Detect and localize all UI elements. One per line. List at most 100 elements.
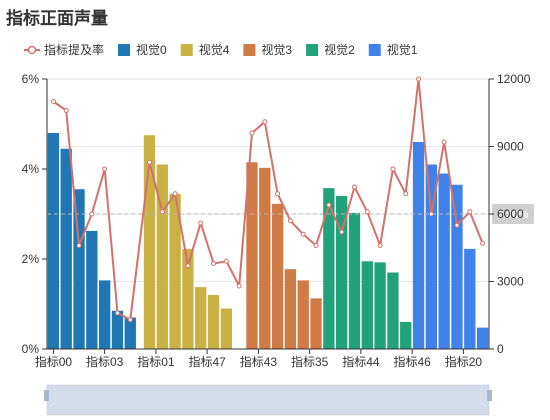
y-right-tick-label: 3000 (497, 275, 524, 289)
line-point (159, 209, 165, 215)
mark-line-label-bg (492, 204, 534, 224)
y-left-tick-label: 2% (22, 252, 40, 266)
line-point (454, 222, 460, 228)
bar (464, 248, 476, 349)
line-point (339, 229, 345, 235)
line-point (236, 283, 242, 289)
bar (412, 142, 425, 349)
legend-item[interactable]: 视觉4 (180, 42, 230, 57)
legend-label: 视觉3 (261, 42, 292, 57)
x-tick-label: 指标01 (137, 354, 175, 369)
bar (111, 310, 124, 349)
bar (98, 280, 111, 349)
line-point (428, 211, 434, 217)
bar (207, 295, 220, 349)
bar (47, 133, 60, 349)
line-point (127, 317, 133, 323)
chart-title: 指标正面声量 (6, 9, 108, 28)
legend-label: 视觉2 (324, 42, 355, 57)
line-point (146, 159, 152, 165)
x-tick-label: 指标00 (35, 354, 73, 369)
bar (374, 262, 386, 349)
y-right-tick-label: 12000 (497, 72, 531, 86)
x-tick-label: 指标20 (445, 354, 483, 369)
line-point (185, 263, 191, 269)
legend-swatch-icon (306, 44, 319, 56)
bar (476, 327, 489, 349)
line-point (172, 191, 178, 197)
y-right-tick-label: 9000 (497, 140, 524, 154)
line-point (102, 166, 108, 172)
line-point (416, 76, 422, 82)
line-point (89, 211, 95, 217)
legend-swatch-icon (368, 44, 381, 56)
x-tick-label: 指标46 (393, 354, 431, 369)
bar (246, 162, 258, 349)
datazoom-handle-left[interactable] (44, 390, 49, 401)
legend-item[interactable]: 视觉1 (368, 42, 418, 57)
bar (284, 269, 297, 349)
x-tick-label: 指标03 (86, 354, 124, 369)
bar (438, 173, 450, 349)
line-point (351, 184, 357, 190)
x-tick-label: 指标35 (291, 354, 329, 369)
line-point (467, 209, 473, 215)
bar (451, 184, 463, 349)
y-left-tick-label: 4% (22, 162, 40, 176)
legend-swatch-icon (180, 44, 193, 56)
legend-point-icon (27, 45, 37, 55)
legend-label: 视觉0 (136, 42, 167, 57)
bar (73, 189, 85, 349)
line-point (262, 119, 268, 125)
legend-swatch-icon (243, 44, 256, 56)
line-point (390, 166, 396, 172)
legend-item[interactable]: 视觉2 (306, 42, 355, 57)
bar (220, 308, 233, 349)
line-point (364, 209, 370, 215)
y-right-tick-label: 6000 (497, 207, 524, 221)
bar (195, 287, 207, 349)
line-point (114, 310, 120, 316)
line-point (480, 240, 486, 246)
bar (259, 167, 271, 349)
datazoom-window[interactable] (47, 385, 489, 415)
bar (86, 230, 98, 349)
bar (387, 272, 399, 349)
line-point (211, 261, 217, 266)
bar (310, 298, 322, 349)
line-point (377, 243, 383, 248)
bar (348, 212, 361, 349)
line-point (63, 108, 69, 113)
bar (271, 203, 284, 349)
bar (361, 261, 373, 349)
line-point (441, 139, 447, 145)
line-point (249, 130, 255, 136)
legend-item[interactable]: 视觉0 (118, 42, 167, 57)
line-point (223, 258, 229, 264)
bar (323, 188, 335, 349)
bar (169, 193, 181, 349)
x-tick-label: 指标44 (342, 354, 380, 369)
legend-label: 视觉4 (199, 42, 230, 57)
line-point (76, 243, 82, 248)
line-point (287, 218, 293, 224)
line-point (313, 243, 319, 248)
bar (297, 280, 309, 349)
line-point (326, 202, 332, 208)
datazoom-handle-right[interactable] (487, 390, 492, 401)
legend-item[interactable]: 指标提及率 (24, 42, 104, 57)
legend-label: 指标提及率 (44, 42, 104, 57)
legend-item[interactable]: 视觉3 (243, 42, 292, 57)
y-right-tick-label: 0 (497, 342, 504, 356)
bar (425, 164, 438, 349)
bar (400, 322, 412, 349)
line-point (198, 220, 204, 226)
bar (60, 148, 72, 349)
line-point (50, 99, 56, 104)
bar (143, 135, 156, 349)
bar (182, 248, 194, 349)
y-left-tick-label: 0% (22, 342, 40, 356)
line-point (275, 191, 281, 197)
bar (156, 164, 168, 349)
